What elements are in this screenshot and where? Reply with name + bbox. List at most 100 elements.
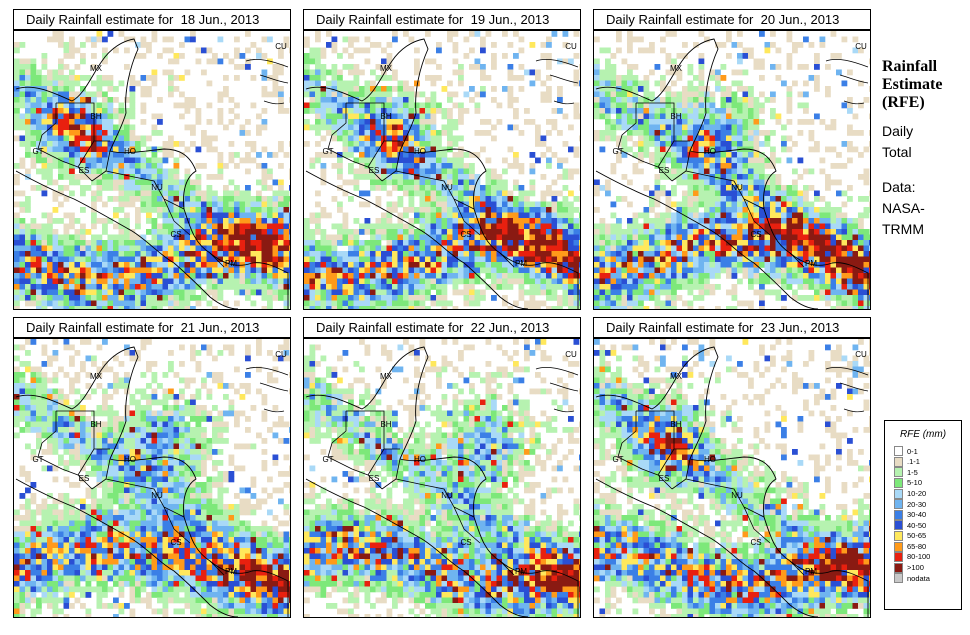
legend-label: nodata (907, 573, 930, 583)
legend-item: nodata (894, 573, 961, 584)
rainfall-field (594, 31, 870, 309)
country-label-pm: PM (225, 259, 237, 268)
legend-swatch (894, 541, 903, 552)
country-label-mx: MX (90, 64, 102, 73)
side-text-total: Total (882, 144, 912, 160)
country-label-cs: CS (460, 538, 472, 547)
legend-item: 0-1 (894, 446, 961, 457)
rainfall-field (304, 31, 580, 309)
country-label-gt: GT (612, 147, 624, 156)
panel-title: Daily Rainfall estimate for 19 Jun., 201… (303, 9, 581, 30)
country-label-ho: HO (124, 455, 136, 464)
rfe-legend: RFE (mm) 0-1.1-1 1-5 5-10 10-20 20-30 30-40 40… (884, 420, 962, 610)
country-label-cu: CU (565, 350, 577, 359)
legend-swatch (894, 467, 903, 478)
country-label-cu: CU (855, 350, 867, 359)
country-label-bh: BH (90, 112, 102, 121)
country-label-nu: NU (151, 183, 163, 192)
legend-item: 10-20 (894, 488, 961, 499)
legend-title: RFE (mm) (899, 429, 947, 440)
rainfall-field (304, 339, 580, 617)
country-label-es: ES (658, 166, 670, 175)
country-label-ho: HO (124, 147, 136, 156)
panel-title: Daily Rainfall estimate for 20 Jun., 201… (593, 9, 871, 30)
rainfall-panel: Daily Rainfall estimate for 23 Jun., 201… (593, 317, 871, 618)
legend-swatch (894, 520, 903, 531)
country-label-es: ES (78, 166, 90, 175)
country-label-pm: PM (515, 567, 527, 576)
country-label-mx: MX (90, 372, 102, 381)
legend-swatch (894, 509, 903, 520)
side-description: Rainfall Estimate (RFE) Daily Total Data… (882, 58, 968, 240)
country-label-cu: CU (855, 42, 867, 51)
rainfall-field (14, 31, 290, 309)
legend-label: 1-5 (907, 467, 918, 477)
country-label-gt: GT (32, 455, 44, 464)
legend-swatch (894, 446, 903, 457)
legend-label: 0-1 (907, 446, 918, 456)
legend-label: >100 (907, 563, 924, 573)
country-label-cs: CS (170, 230, 182, 239)
side-title-line3: (RFE) (882, 94, 925, 111)
country-label-pm: PM (515, 259, 527, 268)
legend-item: 1-5 (894, 467, 961, 478)
legend-item: >100 (894, 562, 961, 574)
country-label-mx: MX (380, 64, 392, 73)
side-text-nasa: NASA- (882, 200, 925, 216)
rainfall-map: MX BH GT HO ES NU CS PM CU (303, 338, 581, 618)
country-label-cs: CS (750, 230, 762, 239)
panel-title: Daily Rainfall estimate for 18 Jun., 201… (13, 9, 291, 30)
legend-label: 5-10 (907, 478, 923, 488)
rainfall-field (594, 339, 870, 617)
legend-item: 65-80 (894, 541, 961, 552)
legend-item: 20-30 (894, 499, 961, 510)
country-label-mx: MX (670, 64, 682, 73)
legend-label: .1-1 (907, 457, 920, 467)
legend-label: 80-100 (907, 552, 931, 562)
legend-label: 20-30 (907, 499, 927, 509)
side-text-daily: Daily (882, 123, 914, 139)
side-text-trmm: TRMM (882, 221, 924, 237)
country-label-nu: NU (151, 491, 163, 500)
country-label-nu: NU (441, 491, 453, 500)
side-text-data: Data: (882, 179, 916, 195)
country-label-ho: HO (704, 455, 716, 464)
country-label-gt: GT (32, 147, 44, 156)
legend-swatch (894, 531, 903, 542)
rainfall-map: MX BH GT HO ES NU CS PM CU (13, 338, 291, 618)
country-label-es: ES (368, 474, 380, 483)
country-label-cs: CS (750, 538, 762, 547)
rainfall-map: MX BH GT HO ES NU CS PM CU (593, 30, 871, 310)
country-label-cu: CU (275, 42, 287, 51)
rainfall-panel: Daily Rainfall estimate for 22 Jun., 201… (303, 317, 581, 618)
rainfall-map: MX BH GT HO ES NU CS PM CU (593, 338, 871, 618)
country-label-cs: CS (460, 230, 472, 239)
legend-swatch (894, 573, 903, 584)
legend-label: 30-40 (907, 510, 927, 520)
country-label-bh: BH (90, 420, 102, 429)
country-label-gt: GT (322, 147, 334, 156)
country-label-bh: BH (670, 420, 682, 429)
country-label-bh: BH (380, 420, 392, 429)
country-label-nu: NU (441, 183, 453, 192)
country-label-nu: NU (731, 491, 743, 500)
rainfall-panel: Daily Rainfall estimate for 20 Jun., 201… (593, 9, 871, 310)
panel-title: Daily Rainfall estimate for 23 Jun., 201… (593, 317, 871, 338)
panel-title: Daily Rainfall estimate for 22 Jun., 201… (303, 317, 581, 338)
legend-label: 40-50 (907, 520, 927, 530)
side-title-line2: Estimate (882, 76, 943, 93)
rainfall-panel: Daily Rainfall estimate for 18 Jun., 201… (13, 9, 291, 310)
country-label-ho: HO (414, 455, 426, 464)
country-label-bh: BH (670, 112, 682, 121)
rainfall-panel: Daily Rainfall estimate for 21 Jun., 201… (13, 317, 291, 618)
country-label-ho: HO (414, 147, 426, 156)
country-label-cu: CU (565, 42, 577, 51)
country-label-pm: PM (805, 567, 817, 576)
legend-item: 80-100 (894, 552, 961, 563)
legend-item: 5-10 (894, 478, 961, 489)
legend-item: 40-50 (894, 520, 961, 531)
country-label-pm: PM (805, 259, 817, 268)
legend-swatch (894, 562, 903, 573)
country-label-bh: BH (380, 112, 392, 121)
country-label-mx: MX (380, 372, 392, 381)
